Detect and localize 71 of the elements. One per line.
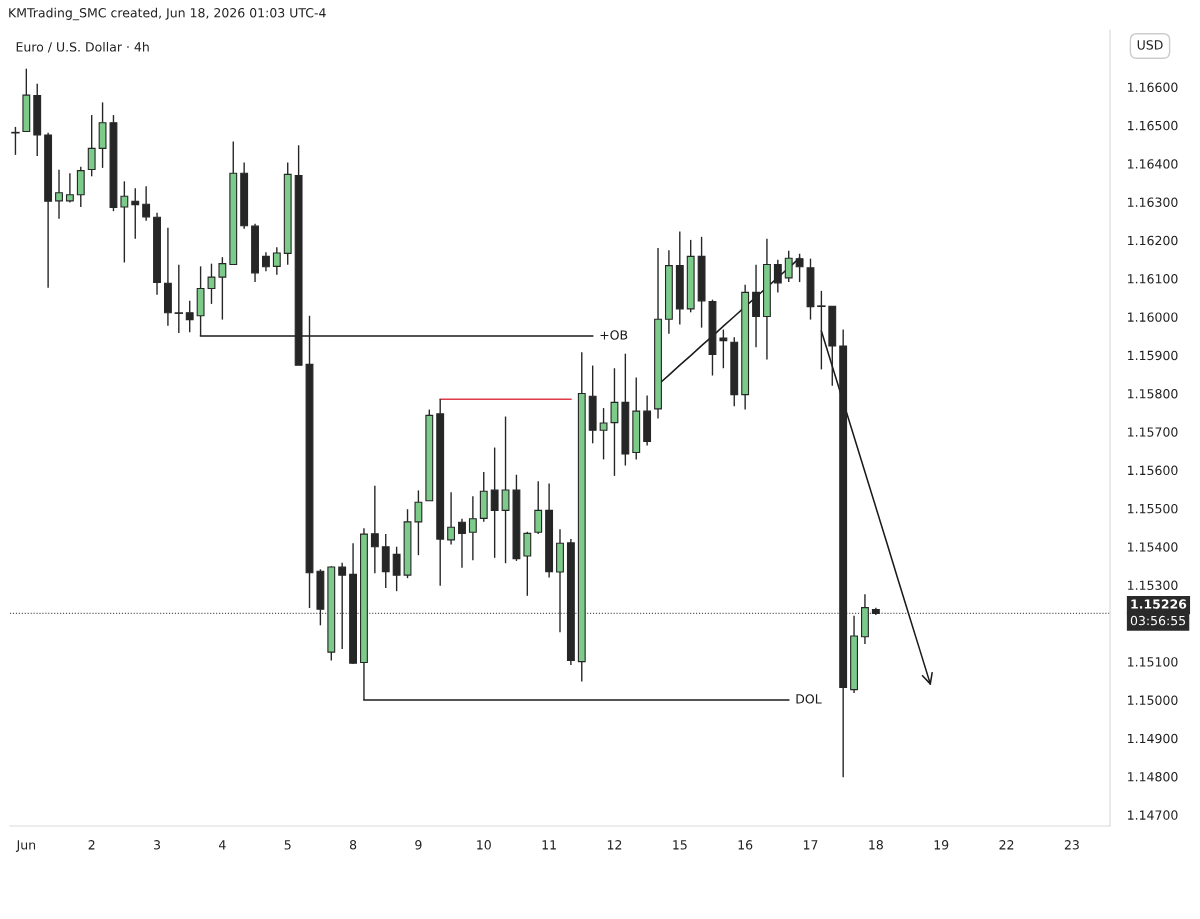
candlestick	[370, 485, 379, 574]
candlestick	[490, 446, 499, 559]
x-tick-label: 8	[349, 840, 357, 850]
y-tick-label: 1.16600	[1128, 82, 1178, 92]
x-tick-label: 19	[934, 840, 949, 850]
x-tick-label: 23	[1064, 840, 1079, 850]
candlestick	[566, 538, 575, 666]
x-tick-label: 12	[607, 840, 622, 850]
y-tick-label: 1.14800	[1128, 772, 1178, 782]
candlestick	[664, 249, 673, 335]
candlestick	[610, 367, 619, 477]
x-tick-label: 22	[999, 840, 1014, 850]
candlestick	[65, 172, 74, 204]
candlestick	[262, 251, 270, 273]
candlestick	[556, 528, 564, 633]
series-label: +OB	[600, 330, 628, 340]
x-tick-label: 4	[219, 840, 226, 850]
candlestick	[697, 236, 706, 329]
x-tick-label: Jun	[15, 840, 36, 852]
y-tick-label: 1.15900	[1128, 350, 1178, 361]
x-tick-label: 17	[803, 840, 818, 850]
candlestick	[98, 101, 107, 169]
y-tick-label: 1.15400	[1128, 542, 1178, 552]
y-tick-label: 1.15300	[1128, 580, 1178, 590]
x-tick-label: 2	[88, 840, 95, 850]
candlestick	[501, 415, 510, 564]
candlestick	[861, 593, 869, 645]
candlestick	[752, 264, 760, 348]
y-tick-label: 1.16400	[1128, 159, 1178, 169]
candlestick	[174, 264, 184, 334]
candlestick	[643, 394, 652, 447]
y-axis-title: USD	[1137, 40, 1163, 50]
candlestick	[577, 351, 586, 683]
x-tick-label: 15	[673, 840, 687, 850]
y-tick-label: 1.15500	[1128, 503, 1178, 514]
candlestick	[55, 169, 63, 220]
x-tick-label: 9	[415, 840, 422, 850]
candlestick	[240, 161, 249, 230]
x-tick-label: 18	[869, 840, 883, 850]
y-tick-label: 1.14700	[1128, 810, 1178, 820]
series-label: DOL	[796, 694, 822, 704]
x-tick-label: 16	[738, 840, 753, 850]
x-tick-label: 11	[542, 840, 556, 850]
y-tick-label: 1.16000	[1128, 312, 1178, 322]
y-tick-label: 1.16500	[1128, 120, 1178, 131]
candlestick	[447, 491, 456, 546]
candlestick	[850, 615, 858, 694]
y-tick-label: 1.15600	[1128, 465, 1178, 476]
text: 03:56:55	[1130, 615, 1186, 626]
candlestick	[163, 226, 172, 327]
x-tick-label: 10	[477, 840, 491, 850]
candlestick	[545, 482, 554, 579]
candlestick	[153, 212, 161, 296]
candlestick	[458, 518, 466, 569]
candlestick	[142, 185, 151, 222]
y-tick-label: 1.16100	[1128, 274, 1178, 284]
y-tick-label: 1.15700	[1128, 427, 1178, 437]
x-tick-label: 5	[284, 840, 291, 850]
y-tick-label: 1.14900	[1128, 733, 1178, 744]
candlestick	[338, 562, 347, 650]
chart-subtitle: KMTrading_SMC created, Jun 18, 2026 01:03 UTC-4	[9, 7, 326, 21]
y-tick-label: 1.16200	[1128, 235, 1178, 246]
y-tick-label: 1.15100	[1128, 657, 1178, 667]
x-tick-label: 3	[154, 840, 160, 850]
candlestick	[468, 495, 477, 561]
y-tick-label: 1.15000	[1128, 695, 1178, 705]
y-tick-label: 1.15800	[1128, 389, 1178, 399]
y-tick-label: 1.16300	[1128, 197, 1178, 207]
ref-line-label: 1.15226	[1131, 599, 1187, 609]
candlestick	[272, 246, 281, 276]
text: Euro / U.S. Dollar · 4h	[16, 41, 149, 53]
